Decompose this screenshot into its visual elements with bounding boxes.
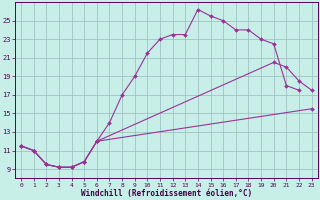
X-axis label: Windchill (Refroidissement éolien,°C): Windchill (Refroidissement éolien,°C) — [81, 189, 252, 198]
